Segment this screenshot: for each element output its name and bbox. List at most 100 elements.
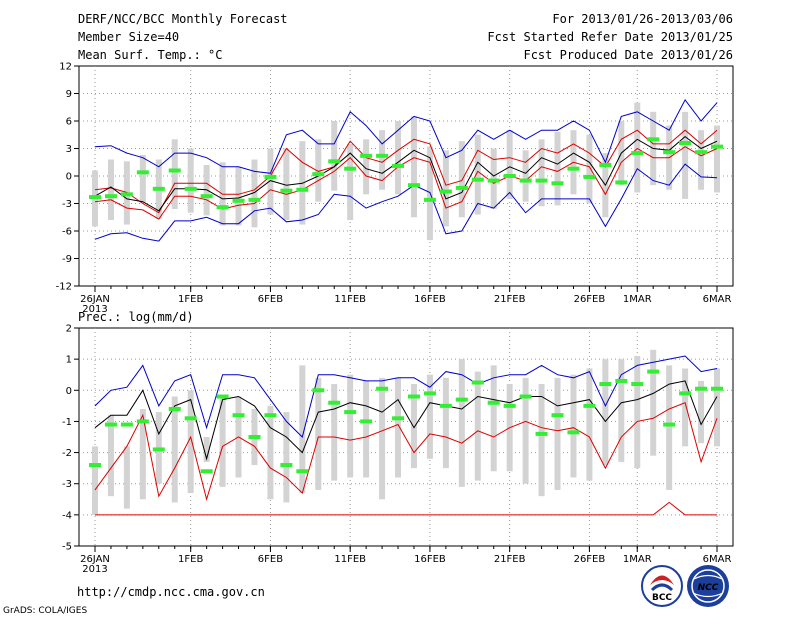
temp-box-day-19	[395, 121, 402, 195]
prec-box-day-12	[283, 412, 290, 503]
temp-ytick-label-1: -9	[62, 254, 72, 265]
temp-box-day-10	[251, 159, 258, 228]
temp-observed-marker-27	[519, 178, 532, 183]
prec-observed-marker-15	[328, 400, 341, 405]
temp-box-day-27	[522, 150, 529, 202]
prec-observed-marker-0	[89, 463, 101, 468]
temp-box-day-26	[506, 130, 513, 199]
prec-xtick-label-0: 26JAN	[80, 554, 110, 565]
temp-observed-marker-21	[423, 197, 436, 202]
temp-xtick-label-4: 16FEB	[414, 294, 446, 305]
temp-observed-marker-4	[152, 186, 165, 191]
temp-observed-marker-0	[89, 195, 101, 200]
temp-observed-marker-11	[264, 174, 277, 179]
temp-observed-marker-36	[663, 150, 676, 155]
prec-box-day-13	[299, 365, 306, 494]
prec-box-day-7	[203, 437, 210, 462]
prec-xtick-label-4: 16FEB	[414, 554, 446, 565]
temp-year-label: 2013	[82, 304, 107, 315]
temp-high-line	[94, 129, 718, 214]
temp-observed-marker-2	[120, 192, 133, 197]
prec-box-day-32	[602, 359, 609, 466]
forecast-period: For 2013/01/26-2013/03/06	[552, 12, 733, 26]
temp-observed-marker-29	[551, 181, 564, 186]
temp-observed-marker-10	[248, 197, 261, 202]
temp-box-day-11	[267, 148, 274, 215]
temp-box-day-22	[442, 150, 449, 227]
prec-box-day-3	[139, 408, 146, 500]
temp-ytick-label-3: -3	[62, 199, 72, 210]
temp-box-day-12	[283, 148, 290, 220]
temp-xtick-label-7: 1MAR	[623, 294, 652, 305]
prec-observed-marker-35	[647, 369, 660, 374]
temp-mean-line	[94, 135, 718, 212]
prec-observed-marker-17	[360, 419, 373, 424]
temp-observed-marker-31	[583, 174, 596, 179]
prec-box-day-1	[107, 415, 114, 497]
prec-xtick-label-3: 11FEB	[334, 554, 366, 565]
temp-box-day-18	[379, 130, 386, 190]
prec-box-day-29	[554, 377, 561, 490]
temp-observed-marker-19	[392, 163, 405, 168]
temp-box-day-37	[682, 111, 689, 199]
prec-box-day-21	[426, 374, 433, 459]
prec-observed-marker-8	[216, 394, 229, 399]
temp-low-line	[94, 146, 718, 220]
temp-observed-marker-23	[455, 185, 468, 190]
temp-xtick-label-6: 26FEB	[574, 294, 606, 305]
prec-observed-marker-14	[312, 388, 325, 393]
temp-box-day-29	[554, 132, 561, 206]
precipitation-chart: -5 -4 -3 -2 -1 0 1 2 26JAN 1FEB 6FEB 11FEB 16FEB 21FE…	[62, 324, 734, 575]
temp-observed-marker-22	[439, 189, 452, 194]
temp-observed-marker-12	[280, 188, 293, 193]
temp-box-day-1	[107, 159, 114, 220]
prec-observed-marker-3	[136, 419, 149, 424]
prec-observed-marker-39	[711, 386, 723, 391]
prec-observed-marker-38	[695, 386, 708, 391]
temp-observed-marker-3	[136, 170, 149, 175]
temp-ytick-label-0: -12	[56, 282, 72, 293]
temp-box-day-34	[634, 102, 641, 193]
temp-observed-marker-9	[232, 198, 245, 203]
grads-credit: GrADS: COLA/IGES	[3, 606, 87, 616]
prec-ytick-label-3: -2	[62, 448, 72, 459]
temp-observed-marker-35	[647, 137, 660, 142]
prec-observed-marker-29	[551, 413, 564, 418]
prec-box-day-38	[698, 380, 705, 444]
temp-xtick-label-0: 26JAN	[80, 294, 110, 305]
prec-box-day-2	[123, 446, 130, 509]
prec-observed-marker-6	[184, 416, 197, 421]
temp-ytick-label-2: -6	[62, 227, 72, 238]
temp-observed-marker-25	[487, 178, 500, 183]
prec-xtick-label-2: 6FEB	[258, 554, 283, 565]
prec-box-day-17	[363, 380, 370, 478]
prec-observed-marker-26	[503, 403, 516, 408]
temp-ytick-label-5: 3	[66, 144, 72, 155]
variable-label: Mean Surf. Temp.: °C	[78, 48, 223, 62]
temp-observed-marker-13	[296, 187, 309, 192]
prec-box-day-8	[219, 396, 226, 487]
member-size-label: Member Size=40	[78, 30, 179, 44]
temp-box-day-6	[187, 148, 194, 213]
temp-observed-marker-20	[407, 183, 420, 188]
temp-box-day-14	[315, 139, 322, 202]
temp-observed-marker-24	[471, 177, 484, 182]
prec-box-day-5	[171, 396, 178, 503]
prec-xtick-label-1: 1FEB	[178, 554, 203, 565]
temp-observed-marker-7	[200, 194, 213, 199]
temp-observed-marker-32	[599, 163, 612, 167]
precip-panel-title: Prec.: log(mm/d)	[78, 310, 194, 324]
temp-xtick-label-3: 11FEB	[334, 294, 366, 305]
temp-observed-marker-8	[216, 205, 229, 210]
bcc-logo-text: BCC	[652, 593, 672, 603]
prec-observed-marker-20	[407, 394, 420, 399]
temp-box-day-28	[538, 139, 545, 207]
prec-observed-marker-1	[104, 422, 117, 427]
prec-box-day-24	[474, 371, 481, 481]
prec-observed-marker-24	[471, 380, 484, 385]
prec-observed-marker-28	[535, 431, 548, 436]
prec-xtick-label-5: 21FEB	[494, 554, 526, 565]
prec-xtick-label-8: 6MAR	[703, 554, 732, 565]
prec-observed-marker-25	[487, 400, 500, 405]
prec-box-day-0	[92, 446, 98, 515]
